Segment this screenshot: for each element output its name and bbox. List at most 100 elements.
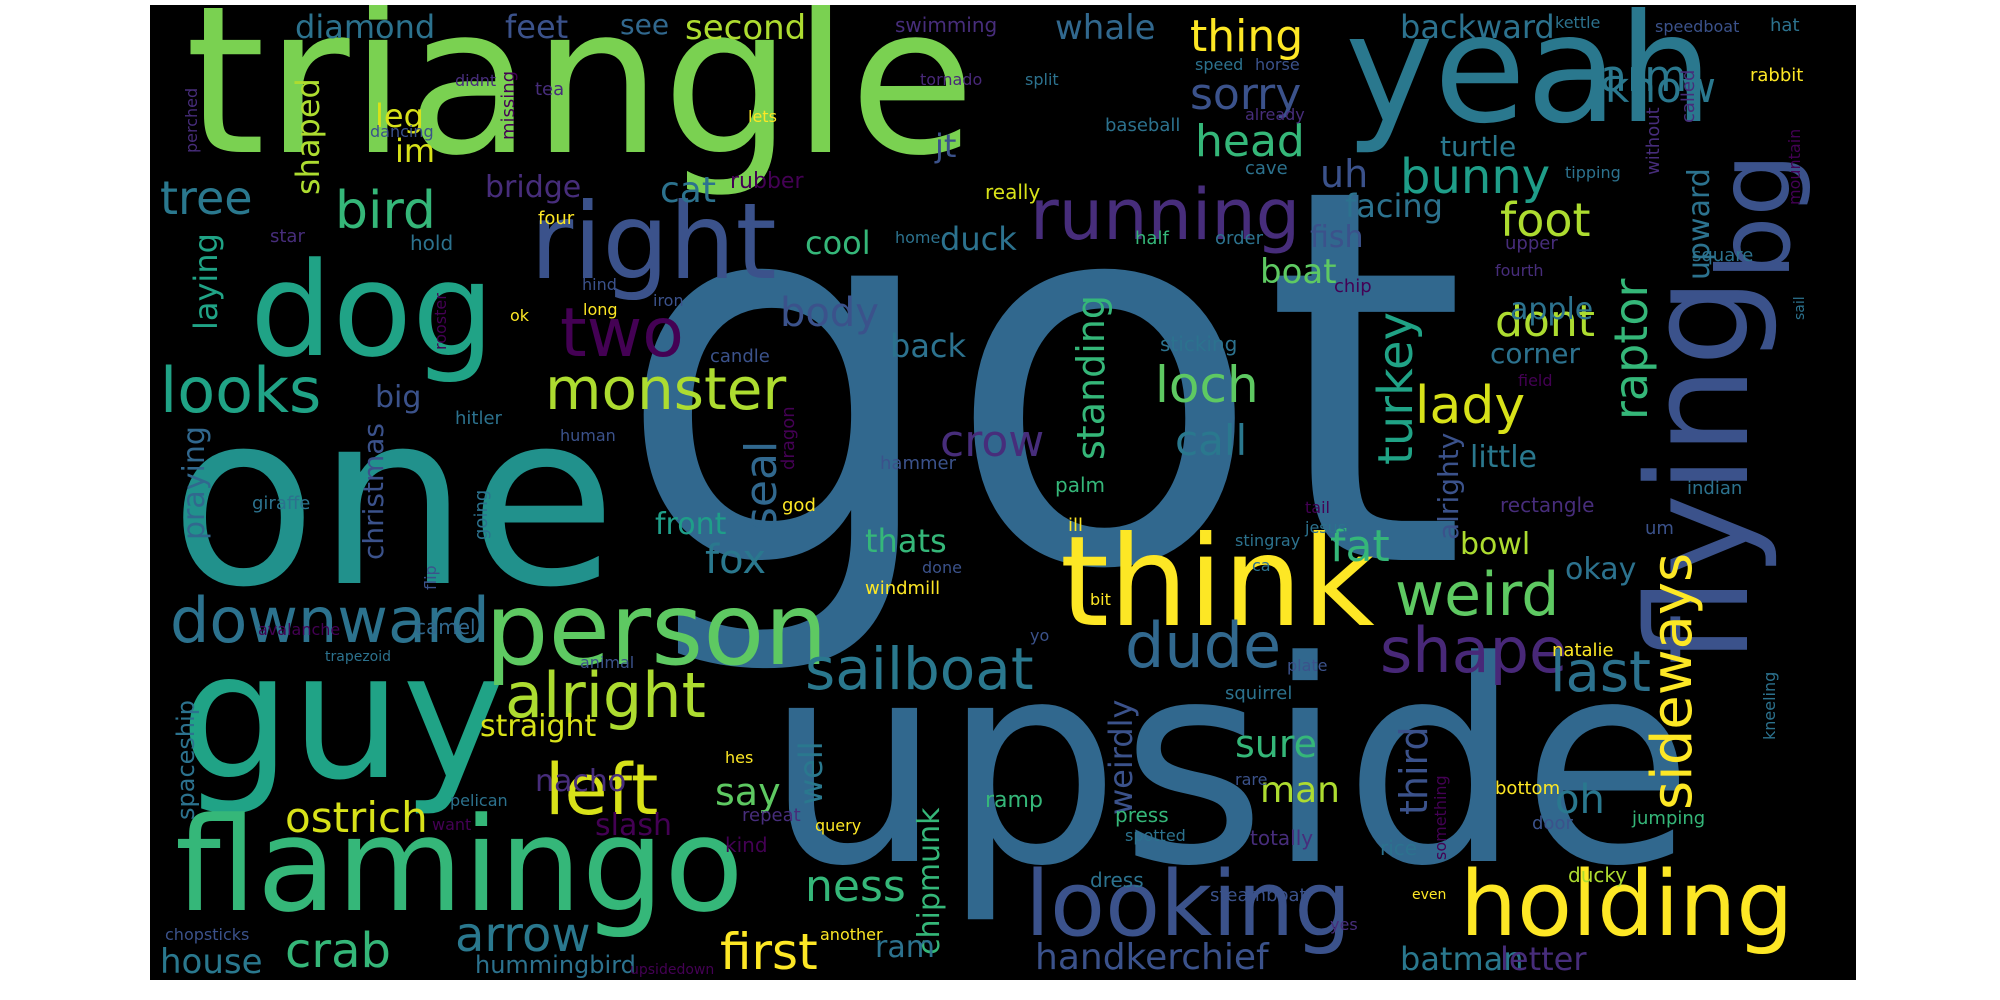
word-long: long bbox=[583, 300, 618, 319]
word-cat: cat bbox=[660, 170, 716, 211]
word-hes: hes bbox=[725, 748, 754, 767]
word-door: door bbox=[1532, 813, 1573, 834]
word-spaceship: spaceship bbox=[172, 699, 200, 820]
word-upside: upside bbox=[765, 602, 1694, 928]
word-call: call bbox=[1175, 416, 1248, 465]
word-sail: sail bbox=[1792, 296, 1808, 320]
word-sure: sure bbox=[1235, 722, 1318, 766]
word-left: left bbox=[545, 749, 659, 831]
word-jumping: jumping bbox=[1632, 808, 1706, 829]
word-man: man bbox=[1260, 770, 1340, 811]
word-head: head bbox=[1195, 116, 1305, 167]
word-person: person bbox=[485, 571, 828, 688]
word-tea: tea bbox=[535, 79, 565, 100]
word-batman: batman bbox=[1400, 940, 1524, 978]
word-dont: dont bbox=[1495, 296, 1595, 347]
word-want: want bbox=[432, 815, 472, 834]
word-bird: bird bbox=[335, 181, 436, 241]
word-guy: guy bbox=[180, 616, 506, 819]
word-half: half bbox=[1135, 228, 1169, 249]
word-say: say bbox=[715, 770, 781, 814]
word-giraffe: giraffe bbox=[252, 493, 311, 514]
word-one: one bbox=[170, 360, 617, 640]
word-tornado: tornado bbox=[920, 70, 983, 89]
word-hammer: hammer bbox=[880, 453, 956, 474]
word-kind: kind bbox=[725, 833, 768, 857]
word-steamboat: steamboat bbox=[1210, 885, 1307, 906]
word-didnt: didnt bbox=[455, 71, 497, 90]
word-um: um bbox=[1645, 518, 1674, 539]
word-god: god bbox=[782, 495, 816, 516]
word-flip: flip bbox=[421, 565, 440, 590]
word-body: body bbox=[780, 290, 879, 336]
word-rice: rice bbox=[1380, 836, 1418, 860]
word-turkey: turkey bbox=[1368, 312, 1424, 465]
word-human: human bbox=[560, 426, 616, 445]
word-bowl: bowl bbox=[1460, 527, 1531, 562]
word-even: even bbox=[1412, 887, 1447, 903]
word-speedboat: speedboat bbox=[1655, 17, 1740, 36]
word-called: called bbox=[1678, 69, 1699, 123]
word-turtle: turtle bbox=[1440, 130, 1517, 163]
word-rooster: rooster bbox=[431, 293, 450, 350]
word-ok: ok bbox=[510, 306, 530, 325]
word-ducky: ducky bbox=[1568, 863, 1628, 887]
word-upper: upper bbox=[1505, 233, 1558, 254]
word-backward: backward bbox=[1400, 8, 1555, 46]
word-big: big bbox=[375, 380, 422, 415]
word-cave: cave bbox=[1245, 158, 1288, 179]
word-bit: bit bbox=[1090, 590, 1111, 609]
word-uh: uh bbox=[1320, 152, 1369, 196]
word-alrighty: alrighty bbox=[1432, 432, 1465, 540]
word-sorry: sorry bbox=[1190, 69, 1302, 120]
word-think: think bbox=[1060, 510, 1375, 655]
word-sticking: sticking bbox=[1160, 332, 1238, 356]
word-dress: dress bbox=[1090, 868, 1144, 892]
word-totally: totally bbox=[1250, 826, 1314, 850]
word-looking: looking bbox=[1025, 852, 1352, 957]
word-flamingo: flamingo bbox=[175, 789, 744, 941]
word-weirdly: weirdly bbox=[1102, 699, 1140, 815]
word-star: star bbox=[270, 226, 305, 247]
word-right: right bbox=[530, 181, 777, 303]
word-indian: indian bbox=[1687, 478, 1743, 499]
word-alright: alright bbox=[505, 659, 706, 732]
word-fourth: fourth bbox=[1495, 261, 1544, 280]
word-nacho: nacho bbox=[535, 764, 627, 799]
word-crab: crab bbox=[285, 923, 392, 979]
word-split: split bbox=[1025, 70, 1059, 89]
word-mountain: mountain bbox=[1785, 128, 1804, 205]
word-hitler: hitler bbox=[455, 408, 502, 429]
word-fish: fish bbox=[1310, 220, 1364, 255]
word-rubber: rubber bbox=[730, 169, 804, 194]
word-laying: laying bbox=[187, 233, 225, 330]
word-going: going bbox=[471, 489, 492, 540]
word-house: house bbox=[160, 942, 263, 980]
word-duck: duck bbox=[940, 220, 1017, 258]
word-ca: ca bbox=[1252, 556, 1271, 575]
word-slash: slash bbox=[595, 808, 672, 843]
word-ostrich: ostrich bbox=[285, 793, 428, 842]
word-two: two bbox=[560, 294, 684, 373]
word-baseball: baseball bbox=[1105, 115, 1181, 136]
word-monster: monster bbox=[545, 355, 787, 423]
word-holding: holding bbox=[1460, 852, 1794, 957]
word-standing: standing bbox=[1069, 295, 1113, 460]
word-dude: dude bbox=[1125, 609, 1282, 682]
word-thats: thats bbox=[865, 522, 947, 560]
word-shaped: shaped bbox=[289, 78, 327, 195]
word-dancing: dancing bbox=[370, 122, 434, 141]
word-hold: hold bbox=[410, 231, 454, 255]
word-missing: missing bbox=[498, 70, 519, 140]
word-rabbit: rabbit bbox=[1750, 65, 1804, 86]
word-bottom: bottom bbox=[1495, 778, 1561, 799]
word-christmas: christmas bbox=[357, 422, 390, 560]
word-back: back bbox=[890, 327, 967, 365]
word-yes: yes bbox=[1330, 915, 1358, 934]
word-lets: lets bbox=[748, 107, 777, 126]
word-ram: ram bbox=[875, 930, 935, 965]
word-crow: crow bbox=[940, 416, 1045, 467]
word-fox: fox bbox=[705, 537, 766, 583]
word-jt: jt bbox=[935, 127, 957, 165]
word-perched: perched bbox=[182, 87, 201, 153]
